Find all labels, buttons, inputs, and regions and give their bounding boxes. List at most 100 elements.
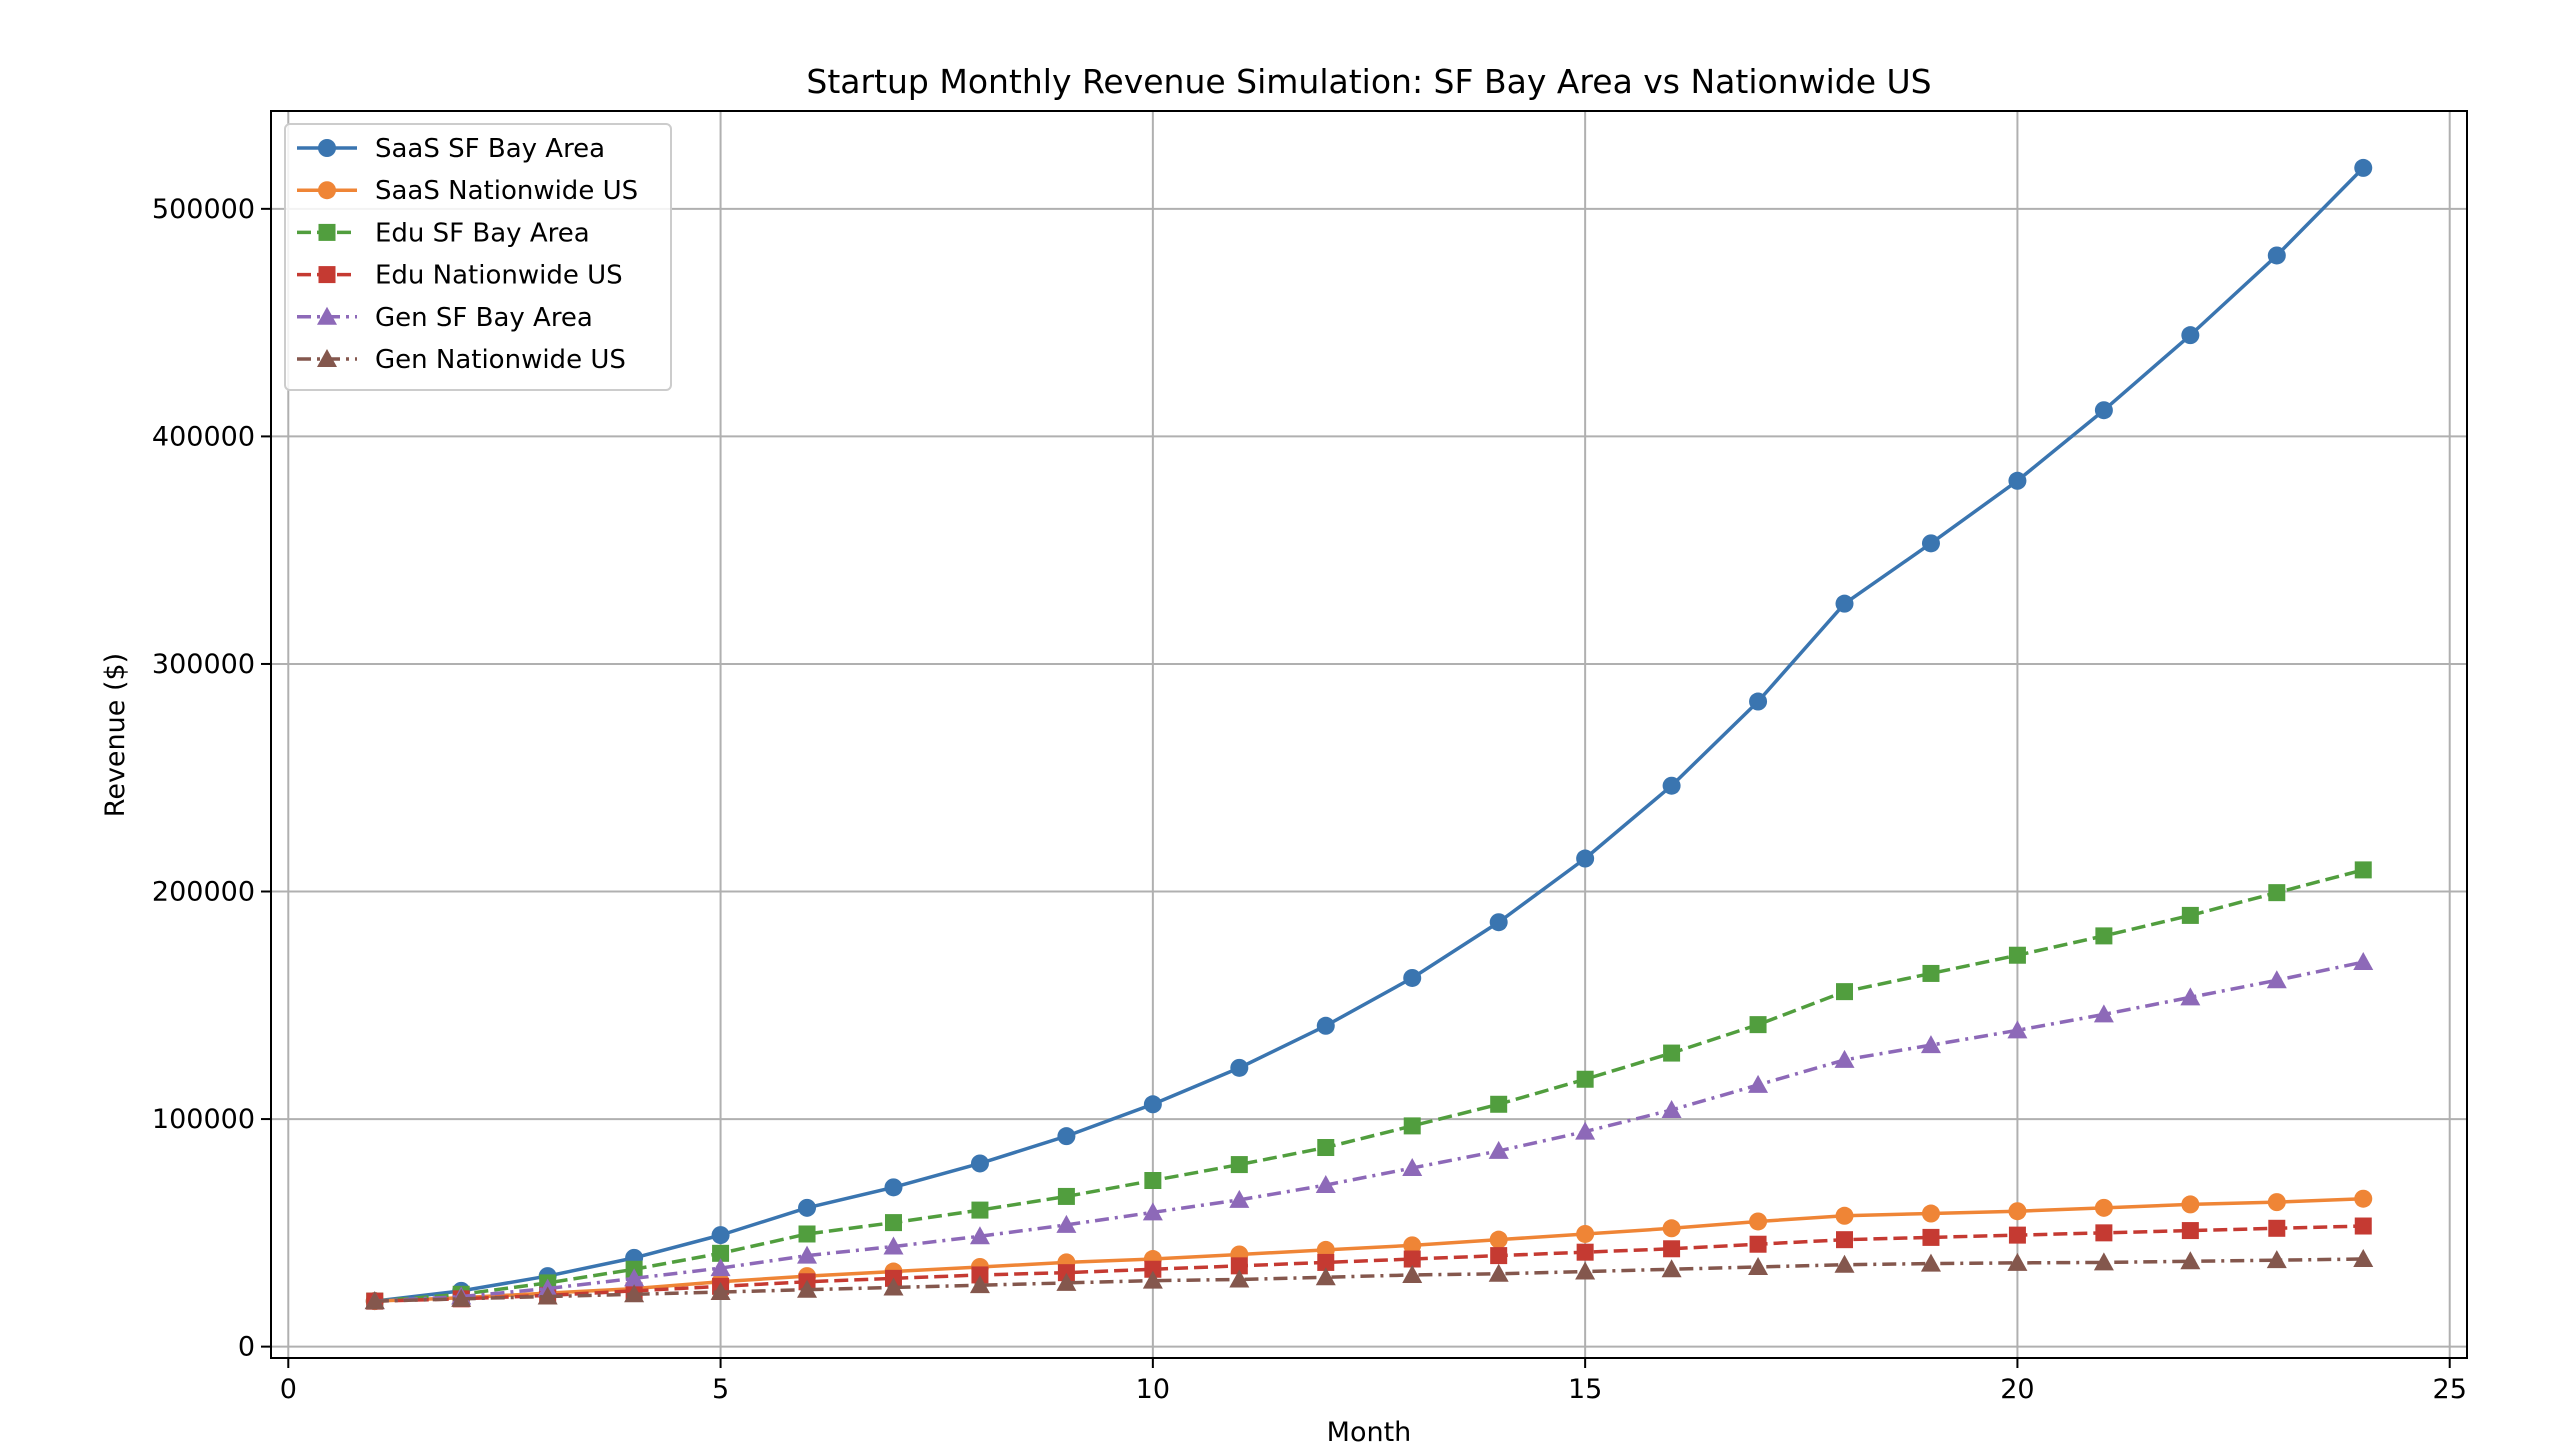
data-point [2095,1224,2113,1242]
legend-label: SaaS Nationwide US [375,176,638,206]
data-point [2354,861,2372,879]
data-point [798,1198,817,1217]
data-point [2008,1226,2026,1244]
legend-box [284,123,672,391]
data-point [1575,1261,1596,1280]
data-point [884,1214,902,1232]
y-tick-label: 500000 [152,194,255,225]
data-point [2181,906,2199,924]
data-point [2354,1217,2372,1235]
data-point [1748,1074,1769,1093]
data-point [1142,1202,1163,1221]
series-line [374,868,2364,1303]
data-point [1576,849,1595,868]
data-point [970,1154,989,1173]
data-point [1921,534,1940,553]
data-point [1056,1214,1077,1233]
data-point [1836,1231,1854,1249]
data-point [1576,1224,1595,1243]
series-line [374,1196,2364,1303]
data-point [884,1178,903,1197]
data-point [364,1291,385,1310]
legend-label: Edu Nationwide US [375,261,623,291]
data-point [1662,1219,1681,1238]
data-point [2268,1219,2286,1237]
data-point [1663,1044,1681,1062]
data-point [1143,1095,1162,1114]
data-point [1663,1240,1681,1258]
data-point [624,1284,645,1303]
y-tick-label: 0 [238,1332,255,1363]
data-point [1922,964,1940,982]
data-point [1920,1253,1941,1272]
data-point [969,1226,990,1245]
data-point [1748,1256,1769,1275]
data-point [1056,1272,1077,1291]
data-point [2093,1252,2114,1271]
data-point [1661,1259,1682,1278]
data-point [798,1225,816,1243]
data-point [1921,1204,1940,1223]
data-point [1230,1156,1248,1174]
y-tick-label: 300000 [152,649,255,680]
legend-marker [318,223,336,241]
legend-item-edu-nationwide-us: Edu Nationwide US [297,261,623,291]
data-point [1922,1228,1940,1246]
legend-item-edu-sf-bay-area: Edu SF Bay Area [297,218,590,248]
plot-frame [270,110,2468,1359]
legend-marker [318,266,336,284]
data-point [1836,983,1854,1001]
data-point [1488,1140,1509,1159]
data-point [883,1277,904,1296]
data-point [1403,1117,1421,1135]
data-point [1575,1121,1596,1140]
series-gen-nationwide-us [364,1249,2374,1310]
data-point [2180,987,2201,1006]
legend-label: Gen SF Bay Area [375,303,593,333]
x-tick-label: 10 [1136,1374,1170,1405]
data-point [1749,692,1768,711]
legend-label: Edu SF Bay Area [375,218,590,248]
data-point [2267,1193,2286,1212]
data-point [2266,970,2287,989]
data-point [1317,1253,1335,1271]
data-point [1402,1157,1423,1176]
data-point [1315,1267,1336,1286]
data-point [1489,1230,1508,1249]
data-point [711,1226,730,1245]
legend: SaaS SF Bay Area SaaS Nationwide US Edu SF… [284,123,672,391]
data-point [1489,913,1508,932]
legend-marker [317,306,337,325]
y-axis-label: Revenue ($) [100,653,131,817]
series-line [374,166,2365,1303]
data-point [1403,1236,1422,1255]
data-point [797,1245,818,1264]
data-point [971,1266,989,1284]
data-point [624,1268,645,1287]
y-tick-label: 400000 [152,421,255,452]
legend-label: SaaS SF Bay Area [375,134,605,164]
data-point [710,1258,731,1277]
legend-label: Gen Nationwide US [375,345,626,375]
series-line [374,960,2364,1303]
data-point [451,1288,472,1307]
data-point [1749,1016,1767,1034]
data-point [1662,776,1681,795]
data-point [797,1279,818,1298]
data-point [2354,158,2373,177]
data-point [1057,1187,1075,1205]
data-point [2008,946,2026,964]
data-point [1317,1139,1335,1157]
data-point [1142,1270,1163,1289]
data-point [1144,1260,1162,1278]
data-point [2094,401,2113,420]
data-point [1749,1235,1767,1253]
series-layer [364,158,2374,1311]
data-point [2267,246,2286,265]
data-point [2354,1189,2373,1208]
data-point [969,1275,990,1294]
data-point [1144,1172,1162,1190]
x-axis-label: Month [1327,1417,1412,1448]
y-tick-label: 100000 [152,1104,255,1135]
